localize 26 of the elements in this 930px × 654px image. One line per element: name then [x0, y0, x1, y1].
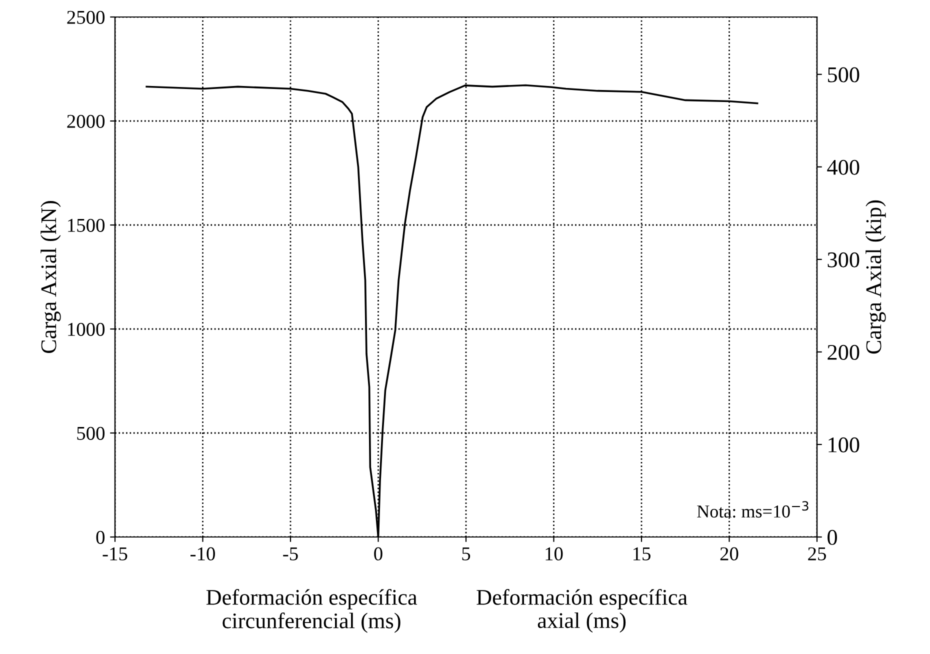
x-tick-label: 25 [808, 547, 826, 560]
y2-tick-label: 400 [827, 160, 860, 175]
x-tick-label: 15 [633, 547, 650, 560]
x-tick-label: 20 [720, 547, 738, 560]
x-tick-label: 10 [546, 547, 563, 560]
x-tick-label: -10 [190, 547, 215, 560]
y2-tick-label: 0 [828, 530, 837, 545]
x-tick-label: 0 [374, 547, 382, 560]
y-tick-label: 2000 [67, 114, 105, 128]
y2-tick-label: 100 [828, 437, 860, 452]
y-tick-label: 1000 [68, 322, 105, 336]
y-axis-title: Carga Axial (kN) [40, 201, 61, 354]
y-tick-label: 500 [77, 426, 105, 440]
y2-axis-title: Carga Axial (kip) [866, 200, 886, 354]
x-tick-label: -15 [102, 547, 128, 560]
y-tick-label: 2500 [67, 10, 105, 24]
y-tick-label: 0 [96, 530, 105, 544]
annotation: Nota: ms=10$^{−3}$ [697, 501, 808, 518]
x-axis-title: Deformación específica circunferencial (ms) [206, 589, 418, 633]
y2-tick-label: 200 [828, 344, 860, 360]
y-tick-label: 1500 [68, 218, 105, 232]
y2-tick-label: 500 [828, 67, 860, 82]
text: Deformación específica axial (ms) [476, 589, 688, 633]
y2-tick-label: 300 [828, 252, 860, 268]
x-tick-label: -5 [283, 547, 298, 560]
x-tick-label: 5 [462, 547, 470, 560]
